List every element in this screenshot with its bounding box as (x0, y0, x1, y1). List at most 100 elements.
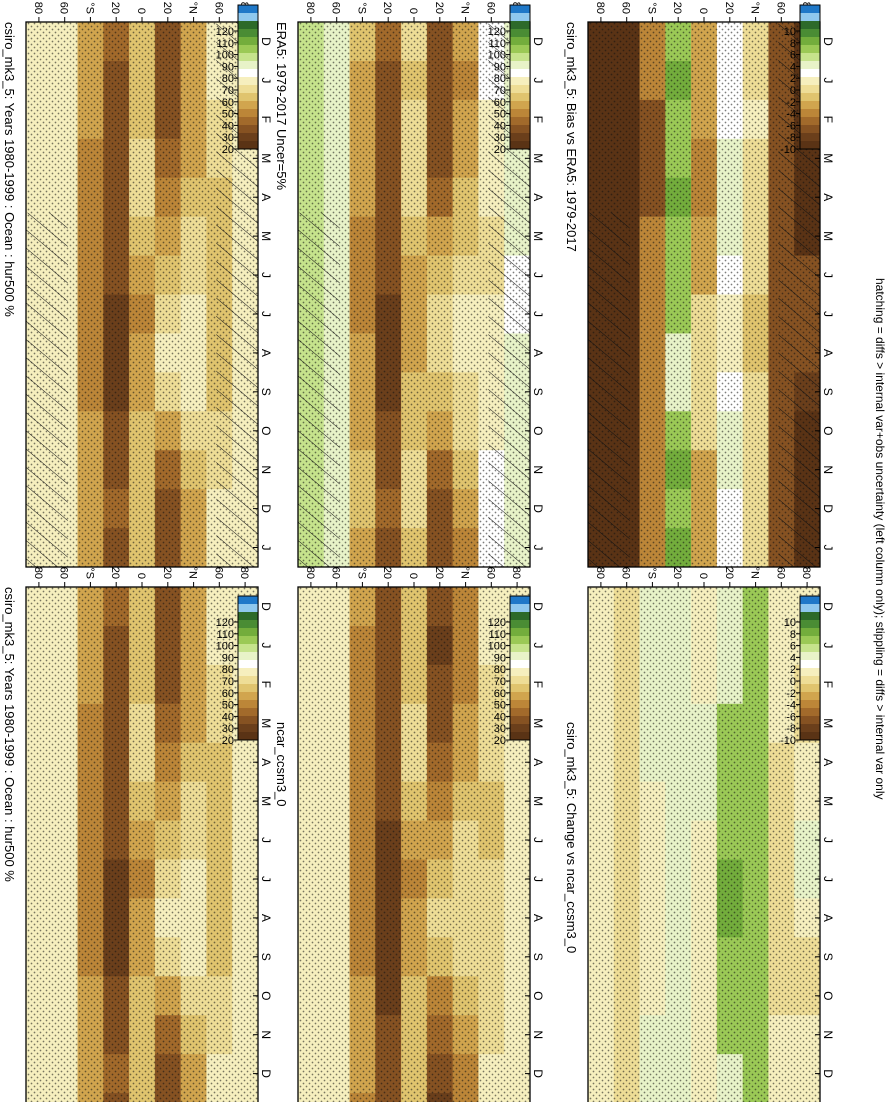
colorbar-swatch (800, 93, 820, 102)
colorbar-swatch (238, 652, 258, 661)
colorbar-label: 50 (494, 109, 506, 121)
colorbar-label: -4 (786, 700, 796, 712)
colorbar-swatch (510, 109, 530, 118)
month-label: O (531, 991, 545, 1000)
month-label: S (821, 388, 835, 396)
month-label: J (259, 545, 273, 551)
colorbar-swatch (800, 628, 820, 637)
colorbar-label: 100 (216, 50, 234, 62)
panel-change-title: csiro_mk3_5: Change vs ncar_ccsm3_0 (564, 722, 579, 953)
lat-label: 60 (484, 2, 496, 14)
month-label: M (531, 231, 545, 241)
colorbar-swatch (510, 596, 530, 605)
colorbar-swatch (800, 61, 820, 70)
panel-model-dup: csiro_mk3_5: Years 1980-1999 : Ocean : h… (2, 567, 273, 1102)
month-label: N (259, 1030, 273, 1039)
month-label: J (531, 77, 545, 83)
panel-ref-model-plot-area (297, 586, 531, 1102)
month-label: F (531, 116, 545, 123)
colorbar-swatch (800, 724, 820, 733)
month-label: A (259, 758, 273, 766)
colorbar-swatch (510, 13, 530, 22)
colorbar-label: 80 (494, 664, 506, 676)
month-label: O (259, 426, 273, 435)
month-label: J (821, 311, 835, 317)
colorbar-label: 20 (222, 735, 234, 747)
colorbar-swatch (238, 21, 258, 30)
panel-ref-model-lat-ticks: 80 60 °N 20 0 20 °S 60 80 (304, 567, 522, 587)
panel-obs-month-ticks: D J F M A M J J A S O N D J (525, 37, 545, 551)
colorbar-label: -10 (780, 144, 796, 156)
colorbar-swatch (800, 133, 820, 142)
colorbar-swatch (238, 708, 258, 717)
month-label: S (531, 388, 545, 396)
colorbar-swatch (238, 53, 258, 62)
colorbar-swatch (800, 612, 820, 621)
lat-label: 0 (697, 8, 709, 14)
stipple-overlay (26, 587, 258, 1102)
colorbar-model-dup-cells (238, 5, 258, 150)
lat-label: 20 (433, 2, 445, 14)
colorbar-swatch (238, 69, 258, 78)
colorbar-swatch (800, 692, 820, 701)
colorbar-swatch (238, 596, 258, 605)
colorbar-swatch (510, 652, 530, 661)
colorbar-label: -8 (786, 723, 796, 735)
colorbar-swatch (800, 708, 820, 717)
panel-obs-overlay (298, 22, 530, 567)
colorbar-label: 2 (790, 664, 796, 676)
lat-label: 0 (407, 573, 419, 579)
lat-label: °S (83, 2, 95, 14)
colorbar-swatch (800, 652, 820, 661)
colorbar-swatch (800, 596, 820, 605)
panel-model-dup-lat-ticks: 80 60 °N 20 0 20 °S 60 80 (32, 567, 250, 587)
lat-label: 60 (212, 567, 224, 579)
colorbar-label: 50 (222, 109, 234, 121)
colorbar-swatch (510, 141, 530, 150)
colorbar-swatch (510, 668, 530, 677)
month-label: N (531, 465, 545, 474)
month-label: M (821, 796, 835, 806)
month-label: J (821, 876, 835, 882)
colorbar-swatch (238, 109, 258, 118)
colorbar-label: 40 (494, 711, 506, 723)
colorbar-swatch (800, 53, 820, 62)
colorbar-label: 8 (790, 629, 796, 641)
colorbar-swatch (238, 604, 258, 613)
lat-label: 0 (135, 573, 147, 579)
month-label: D (531, 37, 545, 46)
month-label: A (821, 914, 835, 922)
colorbar-swatch (510, 628, 530, 637)
colorbar-swatch (800, 732, 820, 741)
month-label: N (531, 1030, 545, 1039)
month-label: A (259, 193, 273, 201)
colorbar-label: 40 (222, 711, 234, 723)
stipple-overlay (588, 22, 820, 567)
lat-label: 60 (58, 2, 70, 14)
hatch-overlay-south (26, 212, 68, 567)
colorbar-label: 90 (222, 652, 234, 664)
colorbar-label: 30 (222, 132, 234, 144)
colorbar-swatch (510, 61, 530, 70)
month-label: J (531, 876, 545, 882)
colorbar-swatch (800, 13, 820, 22)
lat-label: °N (749, 567, 761, 579)
lat-label: °S (355, 2, 367, 14)
panel-obs-plot-area (297, 21, 531, 568)
month-label: J (259, 642, 273, 648)
panel-model-dup-overlay (26, 587, 258, 1102)
month-label: O (821, 991, 835, 1000)
colorbar-label: 80 (222, 664, 234, 676)
lat-label: °N (187, 567, 199, 579)
lat-label: 80 (304, 2, 316, 14)
colorbar-label: 10 (784, 617, 796, 629)
colorbar-swatch (510, 125, 530, 134)
lat-label: °N (459, 2, 471, 14)
lat-label: 60 (620, 2, 632, 14)
month-label: M (259, 718, 273, 728)
colorbar-label: -2 (786, 97, 796, 109)
